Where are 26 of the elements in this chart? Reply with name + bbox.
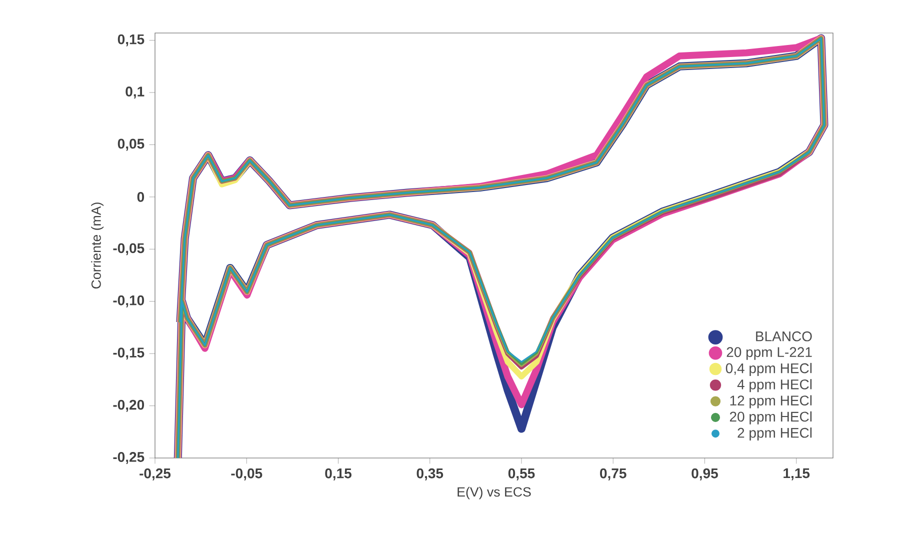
y-tick-label: -0,25 <box>113 452 144 464</box>
x-tick-label: 0,75 <box>600 468 626 480</box>
legend-label: 4 ppm HECl <box>737 379 812 392</box>
x-tick-label: -0,05 <box>231 468 262 480</box>
y-axis-title: Corriente (mA) <box>91 202 104 289</box>
x-tick-label: 1,15 <box>784 468 810 480</box>
y-tick-label: -0,15 <box>113 348 144 360</box>
y-tick-label: 0,15 <box>118 34 144 46</box>
y-tick-label: -0,10 <box>113 295 144 308</box>
y-tick-label: -0,20 <box>113 400 144 412</box>
legend-label: 2 ppm HECl <box>738 428 812 441</box>
legend-label: 20 ppm HECl <box>730 411 812 424</box>
y-tick-label: -0,05 <box>113 243 144 256</box>
x-tick-label: 0,55 <box>508 468 535 480</box>
legend-label: 0,4 ppm HECl <box>726 362 812 376</box>
x-tick-label: 0,35 <box>416 468 444 480</box>
x-axis-title: E(V) vs ECS <box>458 486 531 500</box>
y-tick-label: 0,1 <box>126 86 144 98</box>
x-tick-label: 0,95 <box>692 468 718 480</box>
x-tick-label: -0,25 <box>140 468 171 480</box>
x-tick-label: 0,15 <box>325 468 352 480</box>
y-tick-label: 0,05 <box>118 138 144 151</box>
legend-label: 12 ppm HECl <box>730 395 812 408</box>
legend-label: 20 ppm L-221 <box>726 347 812 360</box>
y-tick-label: 0 <box>137 192 144 202</box>
text: BLANCO <box>756 331 812 342</box>
